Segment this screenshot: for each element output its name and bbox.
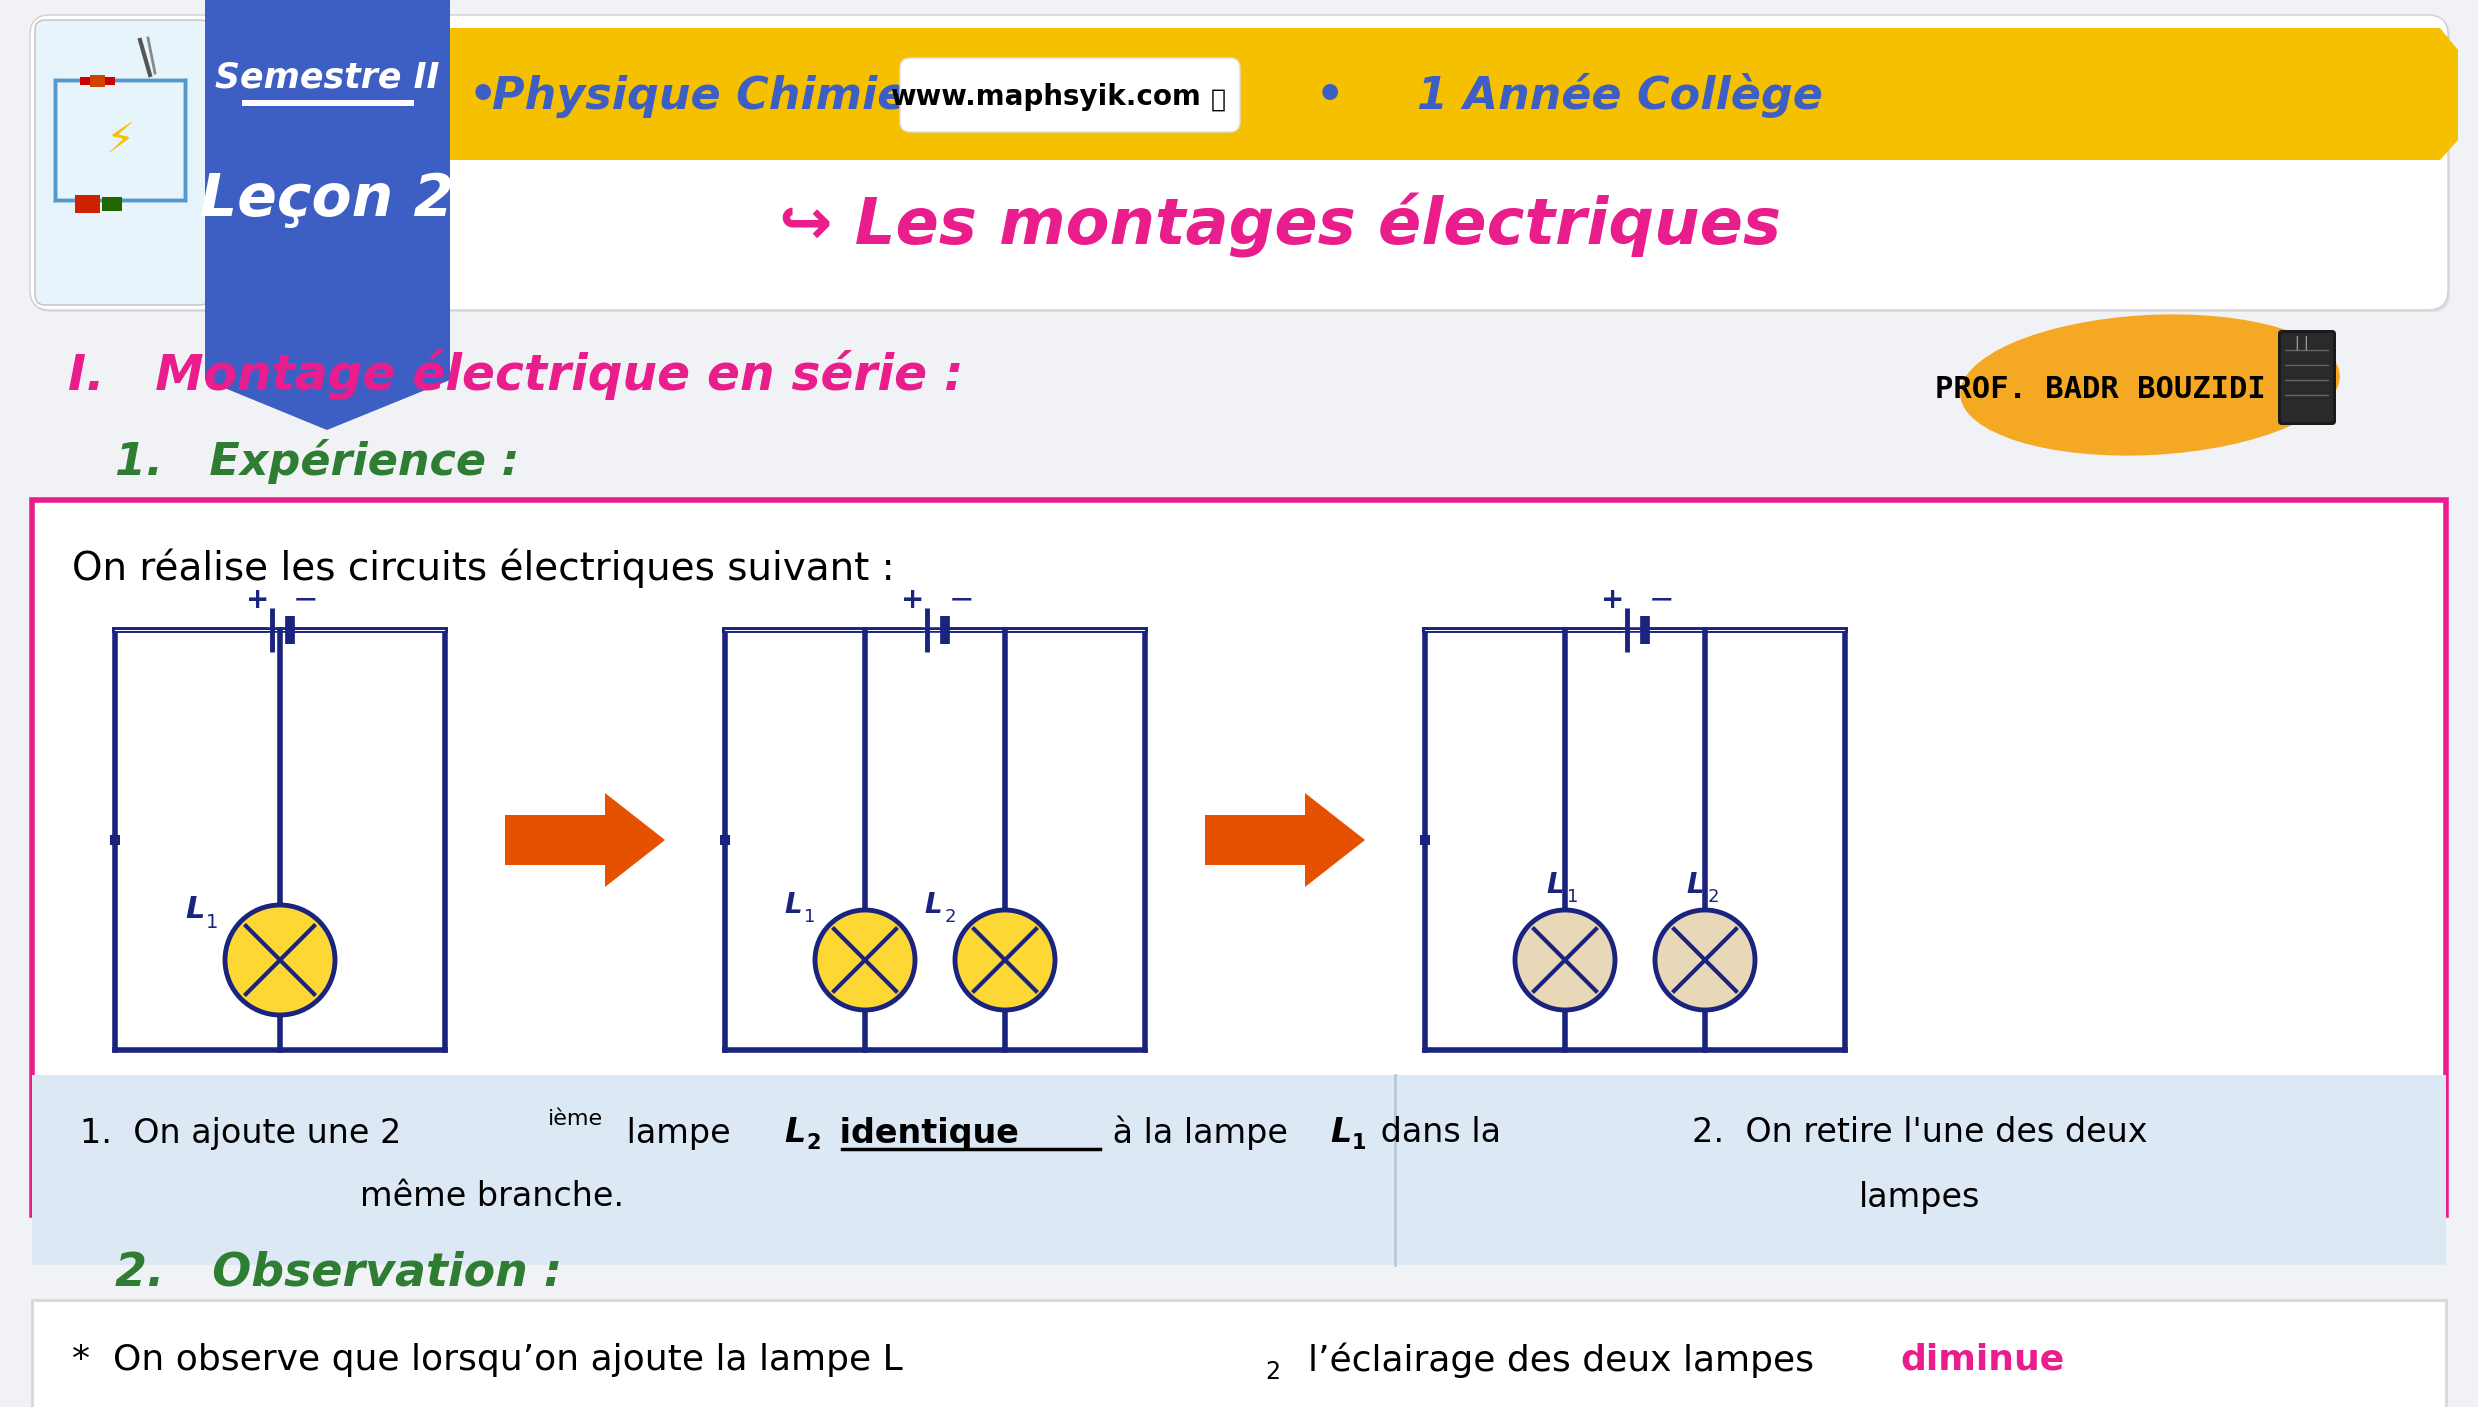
Text: à la lampe: à la lampe xyxy=(1103,1116,1298,1151)
FancyBboxPatch shape xyxy=(900,58,1239,132)
Text: 1 Année Collège: 1 Année Collège xyxy=(1417,73,1824,118)
Text: I.   Montage électrique en série :: I. Montage électrique en série : xyxy=(67,350,964,400)
Text: +: + xyxy=(902,585,924,613)
Bar xyxy=(32,499,2446,1216)
Text: 1.  On ajoute une 2: 1. On ajoute une 2 xyxy=(79,1117,401,1150)
Text: 2: 2 xyxy=(805,1133,820,1152)
Circle shape xyxy=(954,910,1056,1010)
Circle shape xyxy=(1655,910,1754,1010)
Text: 2: 2 xyxy=(1707,888,1720,906)
Text: l’éclairage des deux lampes: l’éclairage des deux lampes xyxy=(1286,1342,1826,1377)
Text: identique: identique xyxy=(828,1117,1018,1150)
FancyBboxPatch shape xyxy=(30,15,2448,310)
Text: L: L xyxy=(1685,871,1705,899)
Text: 2.  On retire l'une des deux: 2. On retire l'une des deux xyxy=(1692,1117,2148,1150)
Text: www.maphsyik.com: www.maphsyik.com xyxy=(890,83,1199,111)
Text: 1: 1 xyxy=(206,913,218,931)
Text: +: + xyxy=(1601,585,1626,613)
Text: *  On observe que lorsqu’on ajoute la lampe L: * On observe que lorsqu’on ajoute la lam… xyxy=(72,1344,902,1377)
Bar xyxy=(102,197,121,211)
Text: 1: 1 xyxy=(1566,888,1578,906)
Circle shape xyxy=(815,910,914,1010)
Bar xyxy=(32,1075,1395,1265)
Text: +: + xyxy=(245,585,270,613)
Bar xyxy=(89,75,104,87)
Text: 🔍: 🔍 xyxy=(1209,89,1227,113)
Bar xyxy=(79,77,114,84)
Text: −: − xyxy=(1648,585,1673,615)
Text: L: L xyxy=(1546,871,1564,899)
Text: Physique Chimie: Physique Chimie xyxy=(493,75,907,118)
Circle shape xyxy=(225,905,335,1014)
Polygon shape xyxy=(605,794,664,886)
FancyBboxPatch shape xyxy=(2277,331,2337,425)
Bar xyxy=(55,80,186,200)
Text: Semestre II: Semestre II xyxy=(216,61,439,96)
Text: | |: | | xyxy=(2295,335,2309,349)
Text: L: L xyxy=(1331,1117,1351,1150)
Text: lampes: lampes xyxy=(1858,1180,1980,1213)
Text: L: L xyxy=(783,891,803,919)
Text: 1.   Expérience :: 1. Expérience : xyxy=(114,439,520,484)
Polygon shape xyxy=(1306,794,1365,886)
Bar xyxy=(243,100,414,106)
Bar xyxy=(32,1300,2446,1407)
Bar xyxy=(1420,834,1430,846)
FancyBboxPatch shape xyxy=(35,20,211,305)
Ellipse shape xyxy=(1960,314,2339,456)
Text: L: L xyxy=(924,891,942,919)
Text: Leçon 2: Leçon 2 xyxy=(201,172,453,228)
Text: ↪ Les montages électriques: ↪ Les montages électriques xyxy=(778,193,1782,257)
Circle shape xyxy=(1514,910,1616,1010)
Text: •: • xyxy=(468,75,498,118)
Polygon shape xyxy=(431,28,2458,160)
Text: −: − xyxy=(949,585,974,615)
Text: ième: ième xyxy=(548,1109,602,1128)
Text: −: − xyxy=(292,585,320,615)
Bar xyxy=(1204,815,1306,865)
Bar xyxy=(506,815,605,865)
Text: lampe: lampe xyxy=(617,1117,741,1150)
Text: 1: 1 xyxy=(1353,1133,1365,1152)
Polygon shape xyxy=(206,380,451,431)
Text: même branche.: même branche. xyxy=(359,1180,624,1213)
Bar xyxy=(1395,1075,2446,1265)
Text: •: • xyxy=(1316,75,1343,118)
Text: 2: 2 xyxy=(1264,1361,1281,1384)
Text: dans la: dans la xyxy=(1370,1117,1502,1150)
Text: ⚡: ⚡ xyxy=(107,120,134,160)
Text: 2.   Observation :: 2. Observation : xyxy=(114,1249,563,1294)
Text: 1: 1 xyxy=(805,908,815,926)
FancyBboxPatch shape xyxy=(2282,333,2332,422)
Bar xyxy=(721,834,731,846)
Bar xyxy=(206,0,451,380)
Text: L: L xyxy=(783,1117,805,1150)
Text: 2: 2 xyxy=(944,908,957,926)
Text: L: L xyxy=(186,895,206,924)
Bar xyxy=(74,196,99,212)
Text: PROF. BADR BOUZIDI: PROF. BADR BOUZIDI xyxy=(1935,376,2265,404)
FancyBboxPatch shape xyxy=(32,17,2451,312)
Text: diminue: diminue xyxy=(1901,1344,2064,1377)
Text: On réalise les circuits électriques suivant :: On réalise les circuits électriques suiv… xyxy=(72,549,895,588)
Bar xyxy=(109,834,119,846)
